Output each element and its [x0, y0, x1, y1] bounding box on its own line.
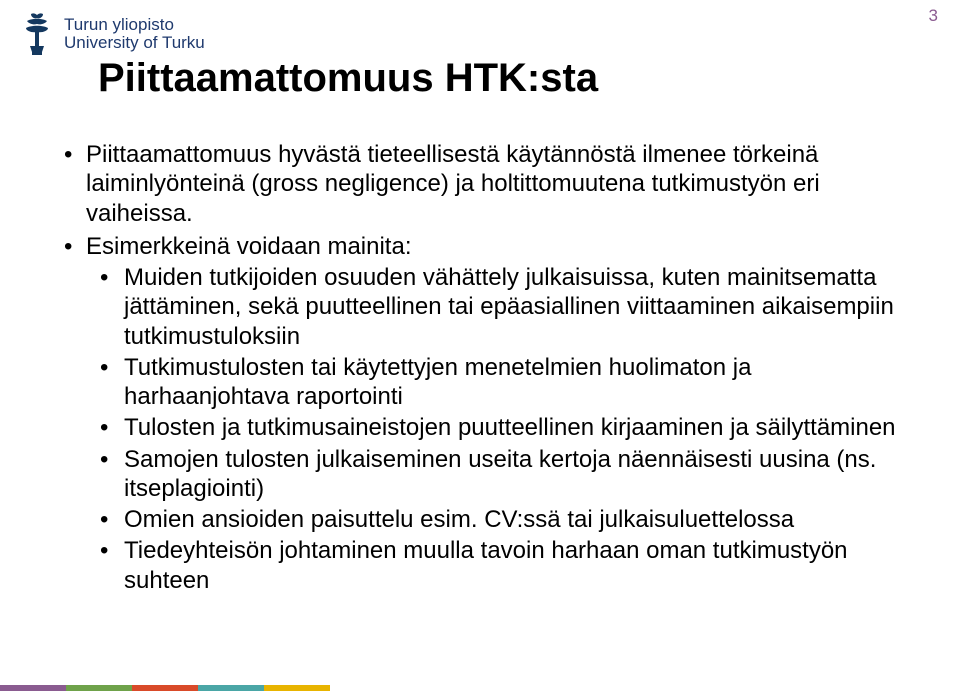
university-logo: Turun yliopisto University of Turku	[18, 12, 205, 56]
accent-bar	[132, 685, 198, 691]
page-number: 3	[929, 6, 938, 26]
slide-content: Piittaamattomuus hyvästä tieteellisestä …	[58, 140, 900, 599]
example-item: Tutkimustulosten tai käytettyjen menetel…	[86, 353, 900, 412]
slide-title: Piittaamattomuus HTK:sta	[98, 56, 598, 101]
examples-list: Muiden tutkijoiden osuuden vähättely jul…	[86, 263, 900, 595]
example-item: Omien ansioiden paisuttelu esim. CV:ssä …	[86, 505, 900, 534]
accent-bar	[66, 685, 132, 691]
accent-bar	[0, 685, 66, 691]
example-item: Muiden tutkijoiden osuuden vähättely jul…	[86, 263, 900, 351]
accent-bar	[264, 685, 330, 691]
examples-lead: Esimerkkeinä voidaan mainita:	[86, 233, 412, 260]
intro-bullet: Piittaamattomuus hyvästä tieteellisestä …	[58, 140, 900, 228]
logo-text: Turun yliopisto University of Turku	[64, 16, 205, 52]
bullet-list: Piittaamattomuus hyvästä tieteellisestä …	[58, 140, 900, 595]
example-item: Tulosten ja tutkimusaineistojen puutteel…	[86, 413, 900, 442]
torch-emblem-icon	[18, 12, 56, 56]
intro-text: Piittaamattomuus hyvästä tieteellisestä …	[86, 141, 820, 227]
example-item: Samojen tulosten julkaiseminen useita ke…	[86, 445, 900, 504]
footer-accent-bars	[0, 685, 330, 691]
accent-bar	[198, 685, 264, 691]
logo-fi: Turun yliopisto	[64, 16, 205, 34]
example-item: Tiedeyhteisön johtaminen muulla tavoin h…	[86, 536, 900, 595]
logo-en: University of Turku	[64, 34, 205, 52]
examples-bullet: Esimerkkeinä voidaan mainita: Muiden tut…	[58, 232, 900, 595]
